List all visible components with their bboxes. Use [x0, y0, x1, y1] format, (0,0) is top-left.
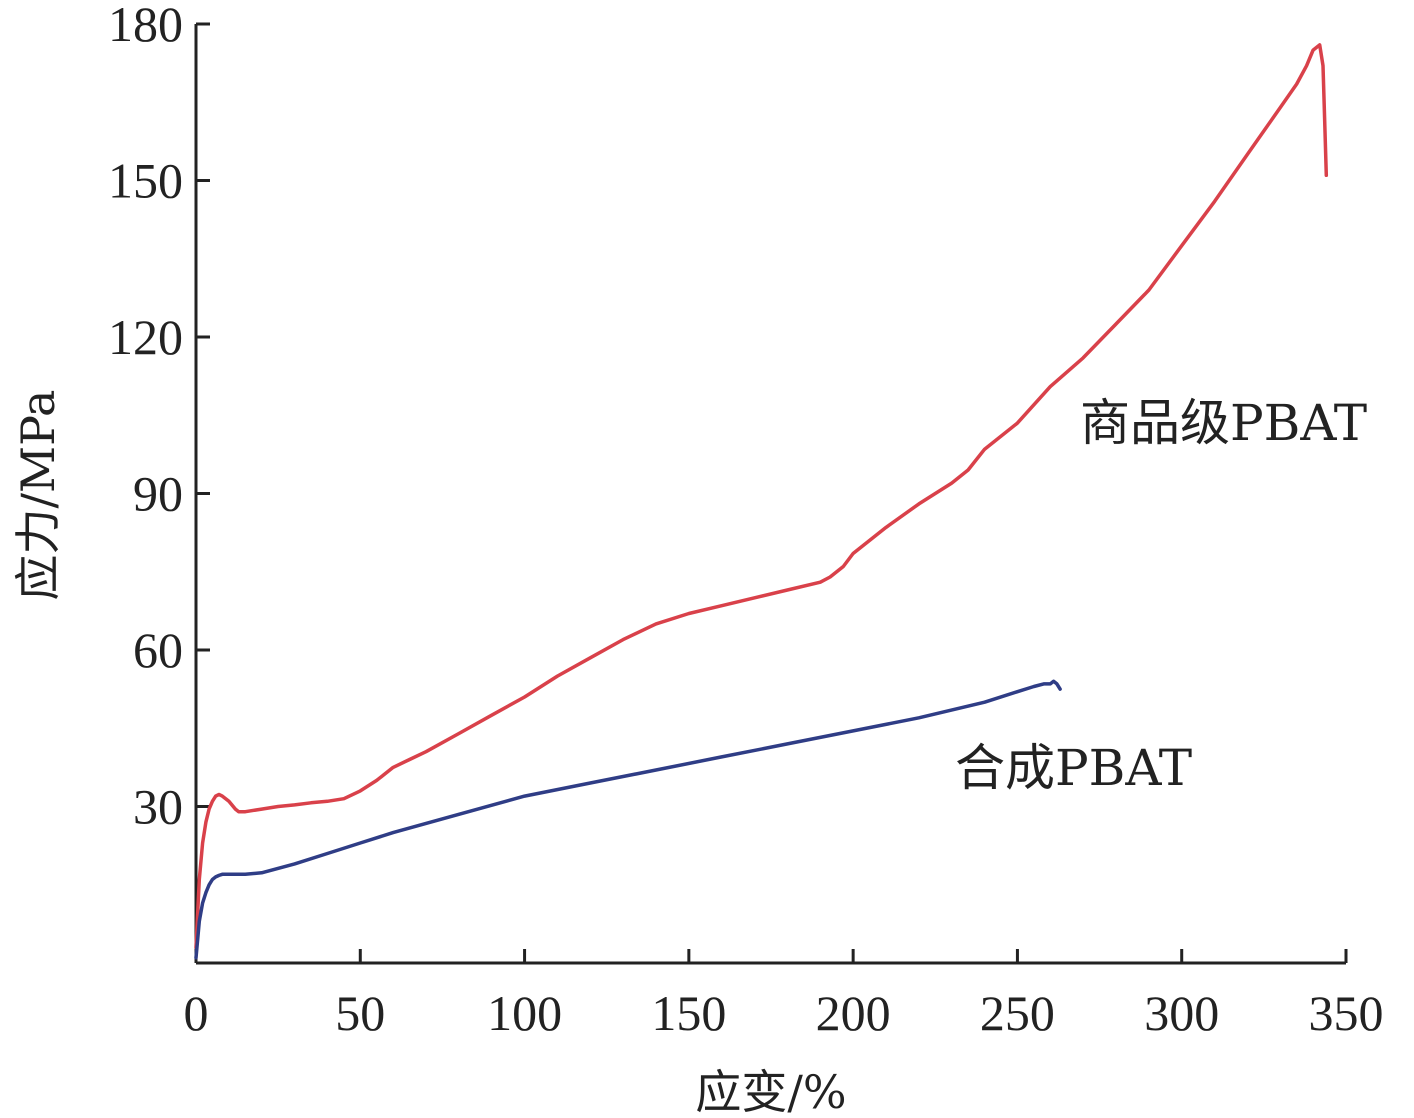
y-tick-label: 60 — [133, 622, 183, 678]
series-label-synthetic-pbat: 合成PBAT — [955, 739, 1192, 797]
x-tick-label: 150 — [651, 985, 726, 1041]
series-line-synthetic-pbat — [194, 679, 1062, 960]
x-tick-label: 200 — [816, 985, 891, 1041]
x-tick-label: 250 — [980, 985, 1055, 1041]
y-tick-label: 30 — [133, 779, 183, 835]
x-tick-label: 350 — [1309, 985, 1384, 1041]
x-tick-label: 50 — [335, 985, 385, 1041]
y-tick-label: 120 — [108, 309, 183, 365]
axes: 0 50 100 150 200 250 300 350 30 60 90 120 150 180 — [108, 0, 1384, 1041]
series-labels: 商品级PBAT 合成PBAT — [955, 394, 1367, 797]
series-line-commercial-pbat — [194, 43, 1329, 950]
x-tick-label: 300 — [1144, 985, 1219, 1041]
y-tick-label: 180 — [108, 0, 183, 52]
x-axis-title: 应变/% — [695, 1065, 846, 1118]
y-tick-label: 150 — [108, 153, 183, 209]
series-label-commercial-pbat: 商品级PBAT — [1080, 394, 1367, 452]
x-tick-label: 0 — [184, 985, 209, 1041]
x-tick-label: 100 — [487, 985, 562, 1041]
y-axis-title: 应力/MPa — [11, 390, 65, 601]
y-tick-label: 90 — [133, 466, 183, 522]
series-lines — [194, 43, 1329, 960]
